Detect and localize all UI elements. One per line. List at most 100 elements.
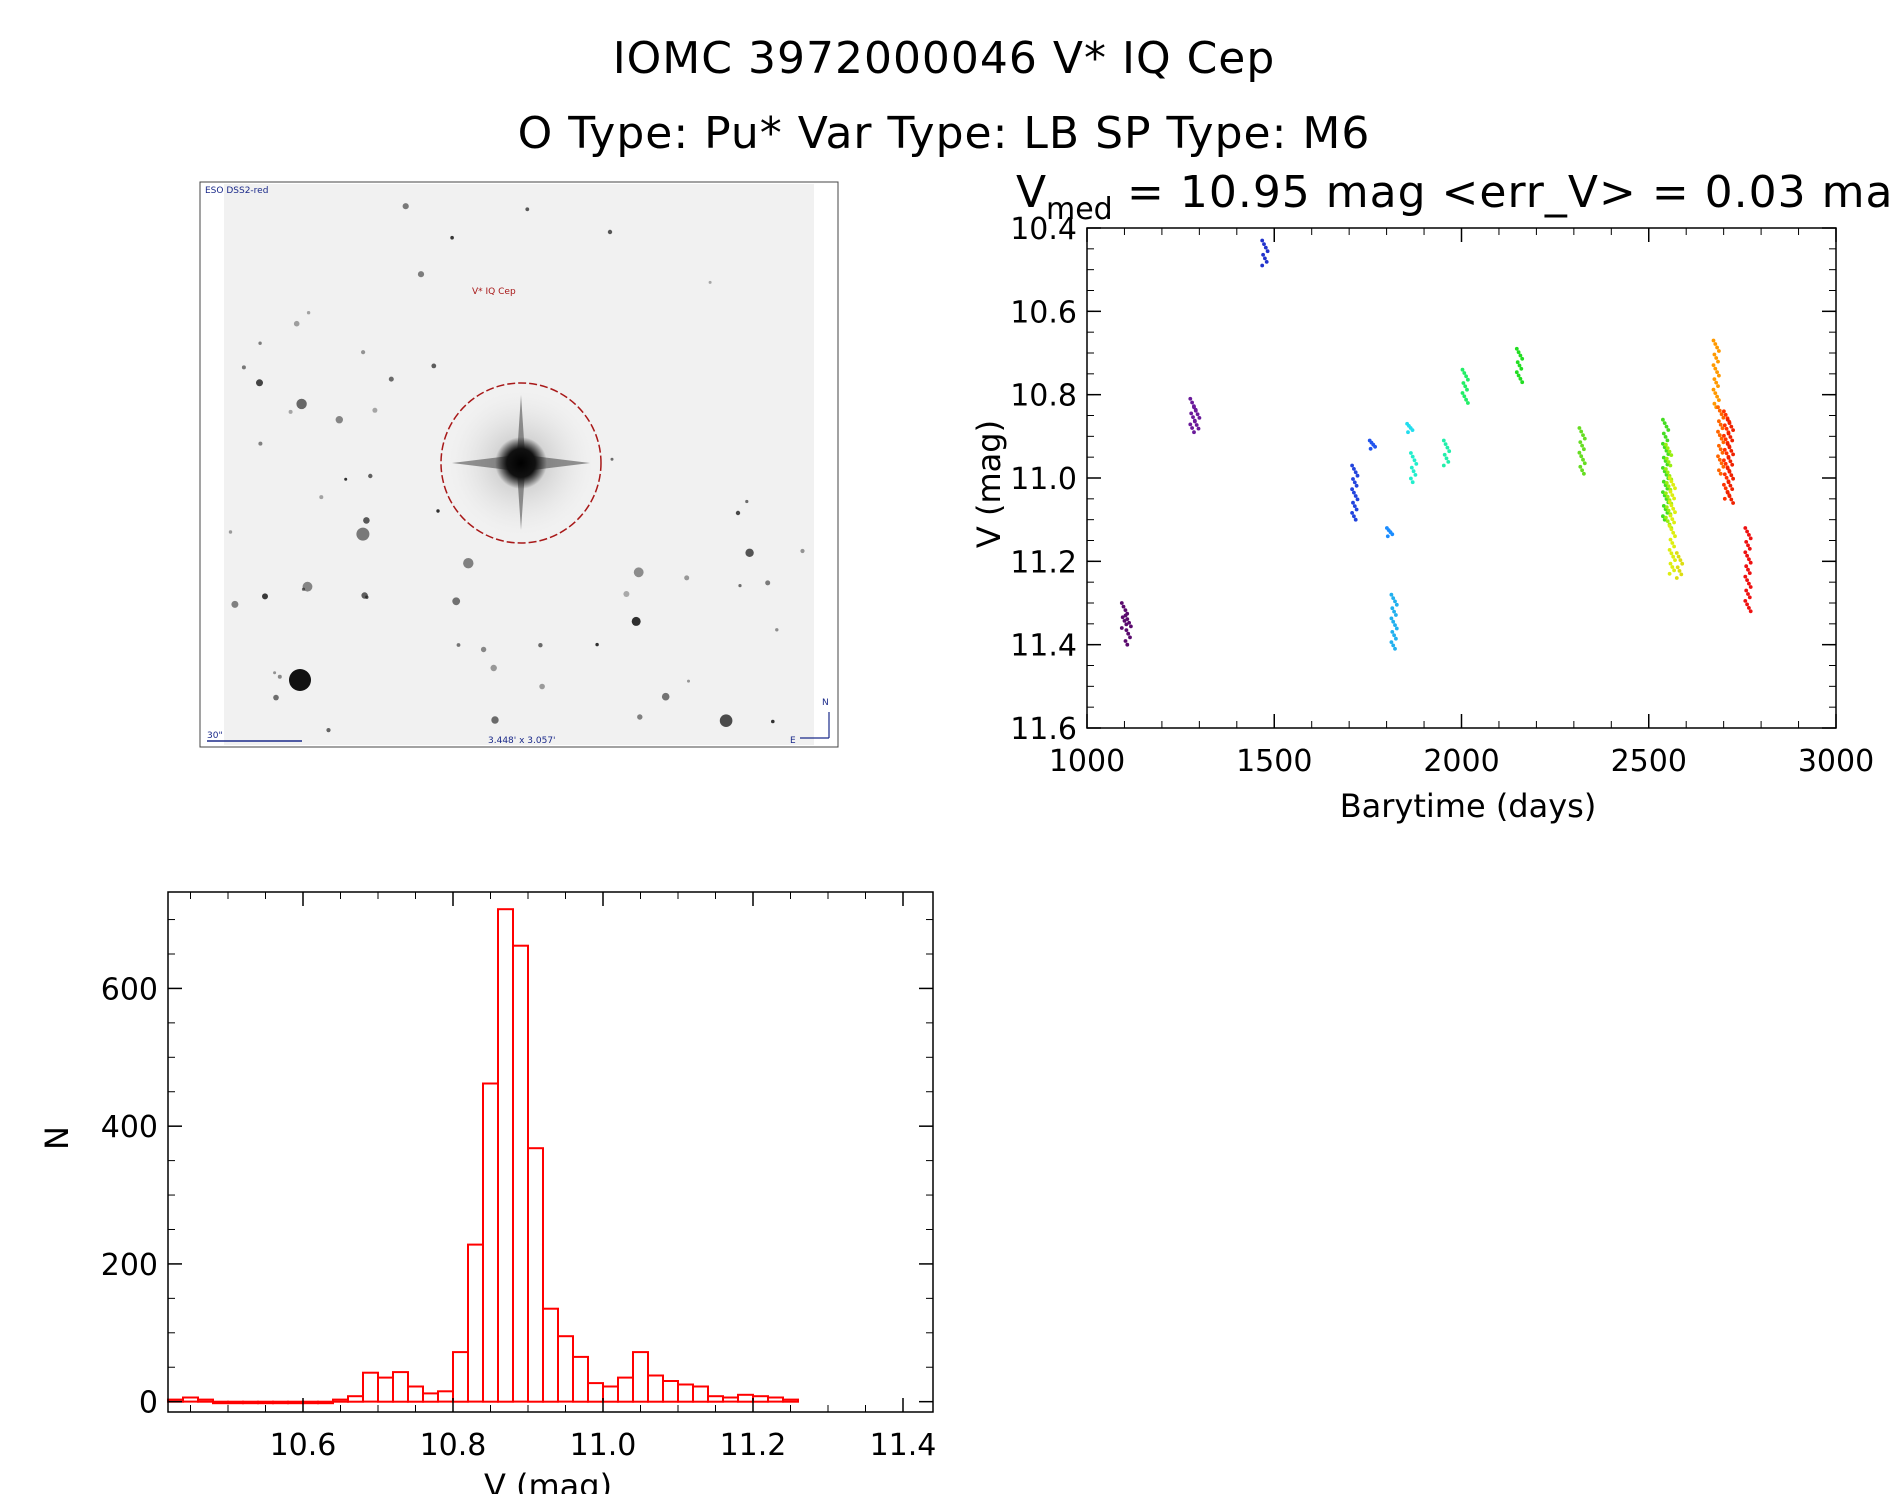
hist-xtick-label: 10.8: [420, 1428, 487, 1463]
lc-point: [1717, 373, 1721, 378]
field-star: [719, 714, 733, 727]
hist-bar: [722, 1396, 739, 1403]
lc-point: [1673, 510, 1677, 515]
lc-point: [1666, 508, 1671, 513]
lc-point: [1579, 429, 1584, 434]
lc-point: [1671, 482, 1676, 487]
lc-point: [1352, 490, 1356, 495]
lc-point: [1120, 615, 1125, 620]
lc-point: [1355, 497, 1360, 502]
field-star: [708, 280, 712, 284]
lc-point: [1518, 353, 1523, 358]
lc-xlabel: Barytime (days): [1340, 787, 1597, 825]
lc-ylabel: V (mag): [970, 420, 1008, 548]
lc-point: [1728, 435, 1733, 439]
hist-xlabel: V (mag): [484, 1467, 612, 1494]
lc-point: [1714, 356, 1719, 360]
lc-point: [1748, 585, 1753, 589]
hist-ytick-label: 600: [101, 972, 158, 1007]
lc-point: [1745, 602, 1749, 607]
field-star: [491, 716, 499, 724]
hist-ytick-label: 200: [101, 1248, 158, 1283]
hist-bar: [632, 1351, 649, 1403]
hist-bar: [182, 1396, 199, 1403]
lc-point: [1724, 426, 1729, 431]
hist-bar: [782, 1398, 799, 1403]
lc-point: [1520, 380, 1525, 385]
lc-point: [1392, 633, 1396, 638]
lc-point: [1678, 558, 1683, 562]
lc-point: [1672, 520, 1676, 525]
lc-point: [1717, 408, 1722, 413]
lc-point: [1718, 422, 1723, 427]
lc-axes-frame: [1086, 227, 1837, 729]
field-star: [356, 527, 370, 541]
lc-point: [1718, 447, 1723, 452]
lc-point: [1744, 540, 1749, 544]
lc-point: [1460, 367, 1465, 372]
lc-point: [1716, 429, 1720, 434]
lc-point: [1393, 623, 1397, 627]
lc-point: [1671, 554, 1676, 559]
hist-xtick-label: 11.0: [570, 1428, 637, 1463]
lc-point: [1731, 428, 1735, 432]
lc-point: [1723, 461, 1728, 466]
lc-point: [1260, 238, 1265, 243]
field-star: [456, 643, 461, 647]
hist-bar: [452, 1351, 469, 1403]
lc-point: [1389, 640, 1394, 644]
lc-point: [1515, 360, 1520, 365]
hist-bar: [542, 1307, 559, 1403]
field-star: [735, 510, 741, 516]
lc-point: [1717, 468, 1721, 473]
lc-point: [1260, 263, 1265, 268]
lc-point: [1582, 471, 1586, 476]
lc-point: [1191, 415, 1195, 419]
lc-point: [1350, 511, 1354, 515]
lc-point: [1744, 588, 1749, 593]
lc-point: [1716, 454, 1720, 459]
lc-point: [1668, 513, 1673, 518]
lc-point: [1746, 592, 1750, 596]
lc-point: [1729, 424, 1734, 429]
lc-ytick-label: 11.0: [1010, 462, 1077, 497]
lc-point: [1411, 469, 1416, 474]
lc-point: [1722, 433, 1726, 438]
field-star: [450, 235, 454, 240]
lc-point: [1722, 496, 1727, 501]
field-star: [228, 530, 233, 534]
lc-point: [1664, 515, 1668, 520]
lc-point: [1390, 606, 1395, 611]
lc-point: [1394, 636, 1398, 641]
lc-point: [1724, 475, 1729, 480]
hist-bar: [437, 1390, 454, 1403]
lc-point: [1668, 489, 1673, 494]
lc-point: [1716, 384, 1720, 388]
field-star: [684, 575, 690, 581]
lc-point: [1672, 568, 1676, 573]
lc-point: [1665, 494, 1670, 499]
lc-point: [1350, 463, 1354, 468]
hist-bar: [317, 1400, 334, 1405]
field-star: [258, 441, 263, 446]
field-star: [765, 580, 771, 586]
field-star: [344, 477, 348, 481]
lc-point: [1129, 624, 1133, 629]
figure-title-line2: O Type: Pu* Var Type: LB SP Type: M6: [518, 108, 1371, 159]
field-star: [273, 694, 279, 701]
lc-point: [1723, 412, 1728, 417]
lc-point: [1119, 601, 1124, 605]
lc-point: [1717, 349, 1721, 353]
lc-point: [1667, 500, 1672, 504]
lc-point: [1582, 447, 1586, 452]
lc-point: [1394, 626, 1399, 631]
lc-point: [1581, 457, 1585, 462]
lc-point: [1745, 529, 1749, 534]
lc-point: [1716, 359, 1720, 364]
field-star: [302, 581, 313, 592]
histogram-chart: 10.6 10.8 11.0 11.2 11.4 0 200 400 600 V (mag) N: [38, 891, 936, 1499]
field-star: [661, 692, 670, 701]
field-star: [231, 600, 239, 608]
lc-point: [1444, 456, 1449, 461]
field-star: [490, 664, 497, 672]
